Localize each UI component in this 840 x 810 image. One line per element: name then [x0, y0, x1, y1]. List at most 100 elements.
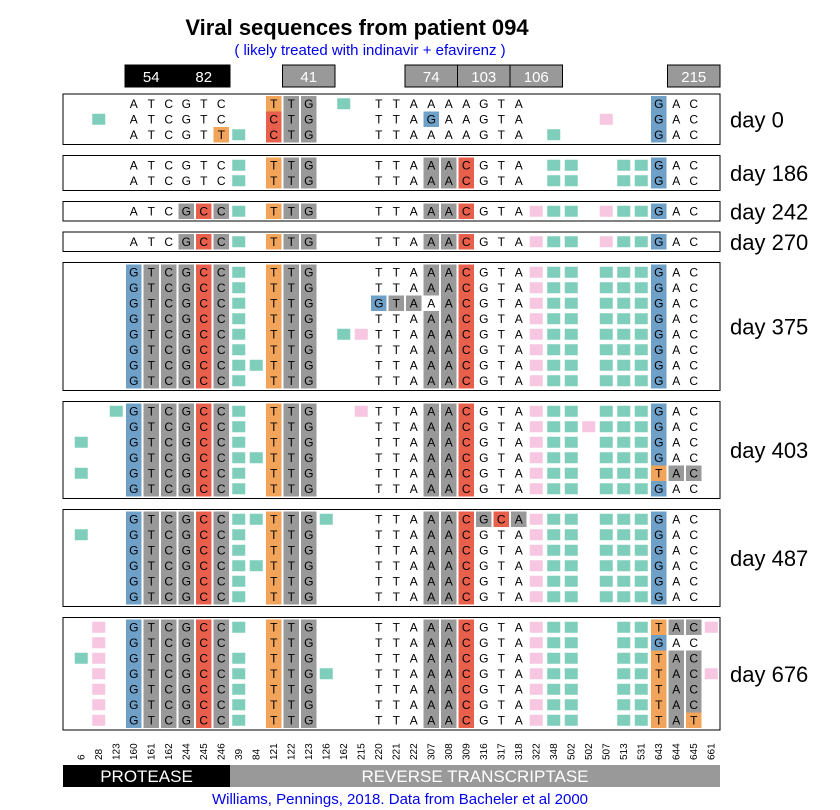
base-letter: C: [462, 205, 471, 219]
base-letter: T: [270, 235, 278, 249]
base-letter: T: [393, 297, 401, 311]
teal-cell: [634, 282, 648, 294]
base-letter: C: [269, 128, 278, 142]
base-letter: A: [672, 482, 680, 496]
base-letter: A: [427, 312, 435, 326]
base-letter: A: [445, 714, 453, 728]
base-letter: A: [445, 559, 453, 573]
red-cell: [196, 542, 212, 558]
position-label: 322: [531, 743, 542, 760]
red-cell: [196, 650, 212, 666]
gray-cell: [441, 481, 457, 497]
teal-cell: [232, 421, 246, 433]
base-letter: T: [375, 513, 383, 527]
base-letter: A: [515, 235, 523, 249]
teal-cell: [599, 359, 613, 371]
day-label: day 676: [730, 662, 808, 687]
base-letter: T: [270, 174, 278, 188]
base-letter: T: [498, 97, 506, 111]
base-letter: C: [689, 97, 698, 111]
base-letter: C: [462, 297, 471, 311]
codon-label-1: 41: [300, 69, 317, 86]
base-letter: C: [689, 297, 698, 311]
base-letter: C: [217, 528, 226, 542]
gray-cell: [178, 342, 194, 358]
base-letter: G: [304, 113, 313, 127]
base-letter: G: [479, 97, 488, 111]
base-letter: G: [479, 113, 488, 127]
base-letter: G: [129, 281, 138, 295]
teal-cell: [232, 683, 246, 695]
base-letter: T: [393, 312, 401, 326]
gray-cell: [301, 573, 317, 589]
base-letter: G: [182, 528, 191, 542]
teal-cell: [337, 98, 351, 110]
orange-cell: [266, 234, 282, 250]
red-cell: [458, 712, 474, 728]
base-letter: G: [479, 159, 488, 173]
red-cell: [196, 712, 212, 728]
pink-cell: [529, 236, 543, 248]
red-cell: [196, 373, 212, 389]
base-letter: T: [498, 544, 506, 558]
teal-cell: [564, 621, 578, 633]
gray-cell: [178, 203, 194, 219]
base-letter: A: [427, 621, 435, 635]
base-letter: T: [148, 297, 156, 311]
position-label: 221: [391, 743, 402, 760]
gray-cell: [668, 650, 684, 666]
base-letter: G: [182, 174, 191, 188]
base-letter: A: [445, 159, 453, 173]
base-letter: A: [515, 683, 523, 697]
base-letter: A: [445, 97, 453, 111]
gray-cell: [283, 511, 299, 527]
base-letter: A: [515, 205, 523, 219]
gray-cell: [161, 666, 177, 682]
teal-cell: [564, 529, 578, 541]
red-cell: [458, 465, 474, 481]
base-letter: A: [445, 652, 453, 666]
base-letter: G: [479, 235, 488, 249]
gray-cell: [668, 712, 684, 728]
base-letter: A: [410, 621, 418, 635]
pink-cell: [704, 668, 718, 680]
base-letter: T: [270, 328, 278, 342]
base-letter: A: [427, 636, 435, 650]
base-letter: G: [182, 266, 191, 280]
base-letter: T: [375, 528, 383, 542]
gray-cell: [161, 573, 177, 589]
gray-cell: [213, 481, 229, 497]
gray-cell: [423, 712, 439, 728]
gray-cell: [213, 450, 229, 466]
teal-cell: [232, 405, 246, 417]
base-letter: A: [427, 205, 435, 219]
base-letter: C: [217, 113, 226, 127]
base-letter: G: [479, 544, 488, 558]
base-letter: T: [288, 451, 296, 465]
region-label-0: PROTEASE: [100, 767, 193, 786]
base-letter: C: [462, 698, 471, 712]
red-cell: [458, 650, 474, 666]
blue-cell: [651, 419, 667, 435]
base-letter: A: [672, 559, 680, 573]
gray-cell: [441, 403, 457, 419]
base-letter: G: [479, 297, 488, 311]
codon-box-4: [509, 64, 563, 88]
teal-cell: [617, 359, 631, 371]
base-letter: A: [672, 297, 680, 311]
base-letter: T: [498, 590, 506, 604]
base-letter: G: [654, 205, 663, 219]
base-letter: T: [148, 436, 156, 450]
teal-cell: [232, 266, 246, 278]
position-label: 28: [94, 748, 105, 760]
base-letter: T: [375, 343, 383, 357]
gray-cell: [161, 481, 177, 497]
base-letter: T: [375, 451, 383, 465]
gray-cell: [301, 697, 317, 713]
base-letter: G: [479, 359, 488, 373]
base-letter: C: [199, 451, 208, 465]
base-letter: T: [270, 436, 278, 450]
teal-cell: [599, 467, 613, 479]
pink-cell: [529, 452, 543, 464]
